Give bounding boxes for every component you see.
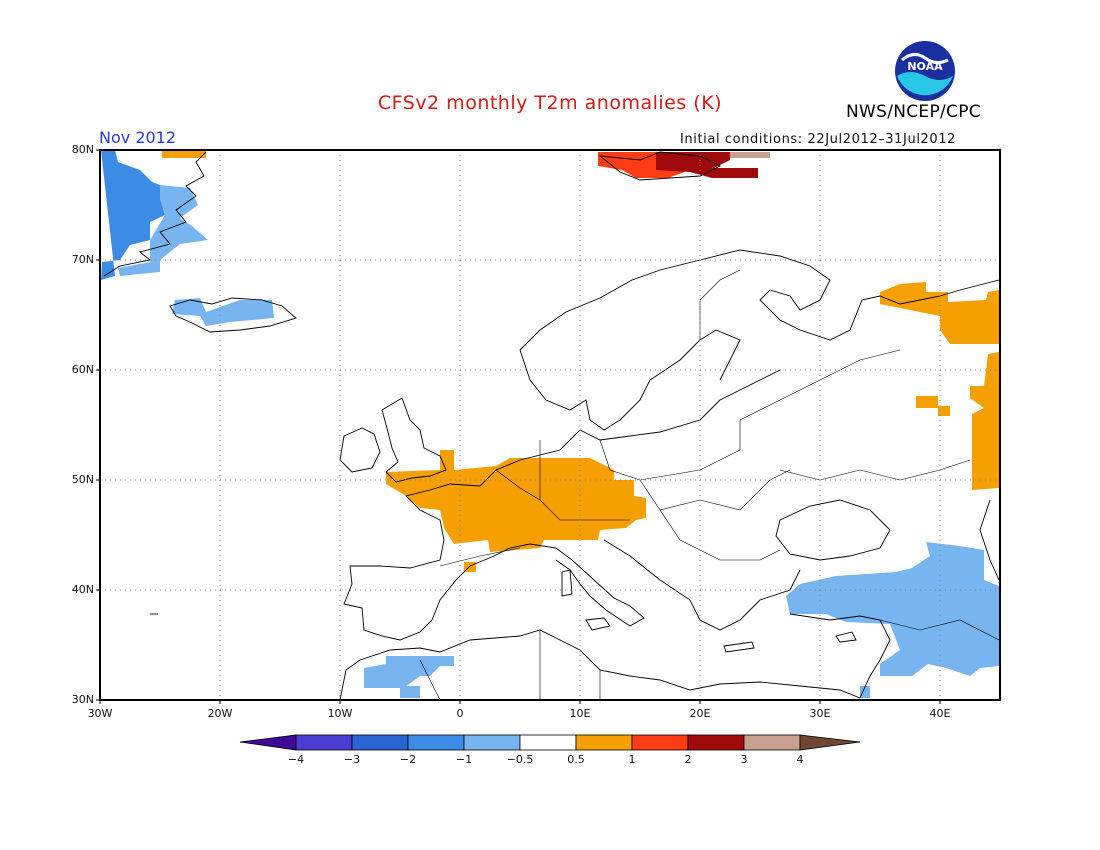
agency-label: NWS/NCEP/CPC [846, 102, 981, 122]
initial-conditions: Initial conditions: 22Jul2012–31Jul2012 [680, 132, 957, 147]
anomaly-cool [786, 542, 999, 676]
colorbar-segment [351, 734, 409, 751]
lat-label: 60N [71, 363, 94, 376]
anomaly-cool [172, 298, 274, 326]
anomaly-warm [938, 406, 950, 416]
colorbar-label: 3 [740, 753, 748, 766]
logo-text: NOAA [907, 60, 943, 73]
lon-label: 10W [327, 707, 353, 720]
colorbar-label: −0.5 [506, 753, 534, 766]
graticule [100, 150, 1000, 700]
border [659, 509, 781, 561]
colorbar-label: −1 [455, 753, 473, 766]
colorbar-segment [631, 734, 689, 751]
svalbard-coast [598, 151, 722, 181]
anomaly-cool-strong [101, 150, 168, 280]
border [779, 459, 971, 481]
island-coast [723, 641, 755, 653]
norway-south-coast [519, 349, 621, 431]
lon-label: 10E [569, 707, 591, 720]
border [419, 659, 441, 701]
lon-label: 30E [809, 707, 831, 720]
colorbar-label: −3 [343, 753, 361, 766]
colorbar-label: 4 [796, 753, 804, 766]
anomaly-cool [400, 686, 420, 698]
noaa-logo: NOAA [895, 41, 955, 101]
border [599, 420, 741, 481]
colorbar-segment [463, 734, 521, 751]
axis-ticks [96, 149, 941, 704]
anomaly-warm [162, 150, 206, 158]
anomaly-warm [970, 352, 999, 490]
lon-label: 0 [456, 707, 464, 720]
island-coast [585, 617, 611, 631]
baltic-coast [579, 369, 781, 441]
colorbar-segment [407, 734, 465, 751]
lat-label: 50N [71, 473, 94, 486]
north-africa-coast [339, 629, 861, 701]
anomaly-cool [364, 656, 454, 688]
country-borders [419, 269, 1000, 701]
anomaly-warm [880, 282, 999, 344]
island-coast [835, 631, 857, 643]
border [439, 547, 521, 567]
anomaly-warm [916, 396, 938, 408]
italy-coast [529, 543, 645, 627]
colorbar-segment [799, 734, 861, 751]
colorbar-segment [295, 734, 353, 751]
colorbar-segment [519, 734, 577, 751]
lon-label: 20W [207, 707, 233, 720]
lon-label: 40E [929, 707, 951, 720]
border [699, 269, 741, 340]
levant-coast [789, 613, 891, 699]
ireland-coast [339, 427, 381, 473]
coastlines [103, 151, 1000, 701]
lon-label: 20E [689, 707, 711, 720]
anomaly-warm-2-3 [656, 152, 758, 178]
colorbar [239, 734, 861, 751]
border [639, 469, 791, 511]
lat-label: 30N [71, 693, 94, 706]
black-sea-coast [775, 499, 891, 561]
lat-label: 40N [71, 583, 94, 596]
colorbar-segment [687, 734, 745, 751]
anomaly-cool [860, 686, 870, 698]
scandinavia-coast [519, 249, 1000, 351]
iceland-coast [169, 297, 297, 333]
map-title: CFSv2 monthly T2m anomalies (K) [377, 92, 723, 114]
lat-label: 80N [71, 143, 94, 156]
atlantic-coast [343, 429, 581, 641]
balkan-coast [603, 539, 801, 631]
anomaly-warm-3-4 [730, 152, 770, 158]
caspian-coast [979, 499, 1000, 581]
lon-label: 30W [87, 707, 113, 720]
lat-label: 70N [71, 253, 94, 266]
colorbar-segment [575, 734, 633, 751]
map-frame [99, 149, 1001, 701]
colorbar-label: −4 [287, 753, 305, 766]
anomaly-warm [464, 562, 476, 572]
colorbar-segment [239, 734, 297, 751]
colorbar-label: 1 [628, 753, 636, 766]
britain-coast [381, 397, 447, 483]
forecast-month: Nov 2012 [99, 128, 177, 147]
colorbar-segment [743, 734, 801, 751]
colorbar-label: 2 [684, 753, 692, 766]
colorbar-label: −2 [399, 753, 417, 766]
anomaly-regions [101, 150, 999, 698]
island-coast [561, 569, 573, 597]
border [495, 469, 630, 521]
colorbar-label: 0.5 [567, 753, 585, 766]
anomaly-warm [386, 450, 646, 552]
sweden-coast [619, 329, 741, 421]
